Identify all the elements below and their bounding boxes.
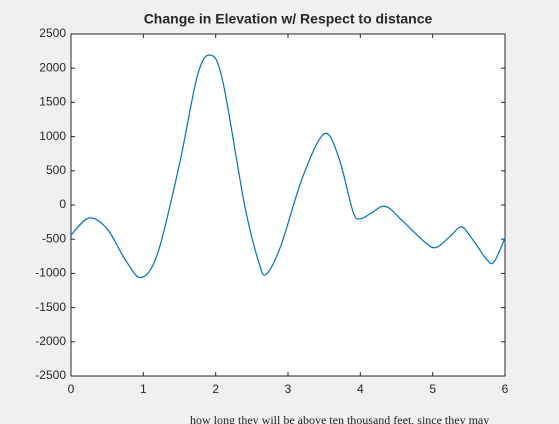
y-tick-label: 2500 bbox=[39, 26, 66, 40]
x-tick-label: 1 bbox=[140, 382, 147, 396]
y-tick-label: 2000 bbox=[39, 60, 66, 74]
y-tick-label: 0 bbox=[59, 197, 66, 211]
x-tick-label: 3 bbox=[285, 382, 292, 396]
y-tick-label: 1000 bbox=[39, 129, 66, 143]
y-tick-label: -1500 bbox=[35, 300, 66, 314]
axes-box bbox=[70, 33, 506, 377]
y-tick-label: 1500 bbox=[39, 95, 66, 109]
document-text: how long they will be above ten thousand… bbox=[190, 413, 490, 424]
y-tick-label: -2500 bbox=[35, 368, 66, 382]
x-tick-label: 4 bbox=[357, 382, 364, 396]
x-tick-label: 2 bbox=[212, 382, 219, 396]
y-tick-label: -2000 bbox=[35, 334, 66, 348]
y-tick-label: -1000 bbox=[35, 266, 66, 280]
x-tick-label: 6 bbox=[502, 382, 509, 396]
x-tick-label: 0 bbox=[68, 382, 75, 396]
chart: Change in Elevation w/ Respect to distan… bbox=[35, 11, 509, 396]
chart-title: Change in Elevation w/ Respect to distan… bbox=[144, 11, 433, 27]
data-line bbox=[70, 54, 506, 279]
y-tick-label: 500 bbox=[46, 163, 66, 177]
y-tick-label: -500 bbox=[42, 231, 66, 245]
x-tick-label: 5 bbox=[429, 382, 436, 396]
